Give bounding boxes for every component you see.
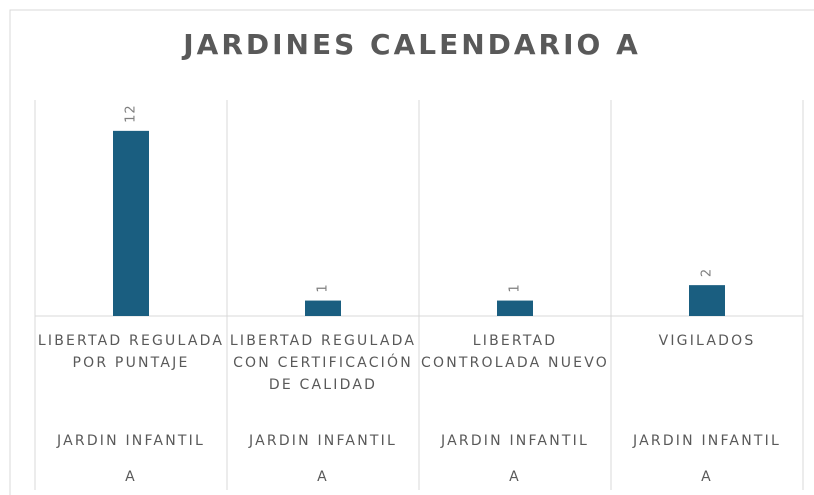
- category-group-label: A: [317, 469, 329, 485]
- category-group-label: A: [125, 469, 137, 485]
- data-label: 12: [124, 104, 139, 123]
- category-group-label: JARDIN INFANTIL: [249, 433, 397, 449]
- bar: [305, 300, 341, 316]
- data-label: 2: [700, 268, 715, 277]
- data-label: 1: [316, 283, 331, 292]
- chart-border: [9, 9, 814, 495]
- category-label: VIGILADOS: [658, 333, 756, 349]
- chart-title: JARDINES CALENDARIO A: [183, 28, 641, 61]
- data-label: 1: [508, 283, 523, 292]
- category-group-label: JARDIN INFANTIL: [57, 433, 205, 449]
- category-label: LIBERTAD REGULADA CON CERTIFICACIÓN DE C…: [229, 333, 417, 393]
- bar: [497, 300, 533, 316]
- bar: [113, 130, 149, 316]
- category-group-label: A: [509, 469, 521, 485]
- category-label: LIBERTAD CONTROLADA NUEVO: [421, 333, 609, 371]
- bar: [689, 285, 725, 316]
- category-label: LIBERTAD REGULADA POR PUNTAJE: [37, 333, 225, 371]
- category-group-label: A: [701, 469, 713, 485]
- category-group-label: JARDIN INFANTIL: [441, 433, 589, 449]
- category-group-label: JARDIN INFANTIL: [633, 433, 781, 449]
